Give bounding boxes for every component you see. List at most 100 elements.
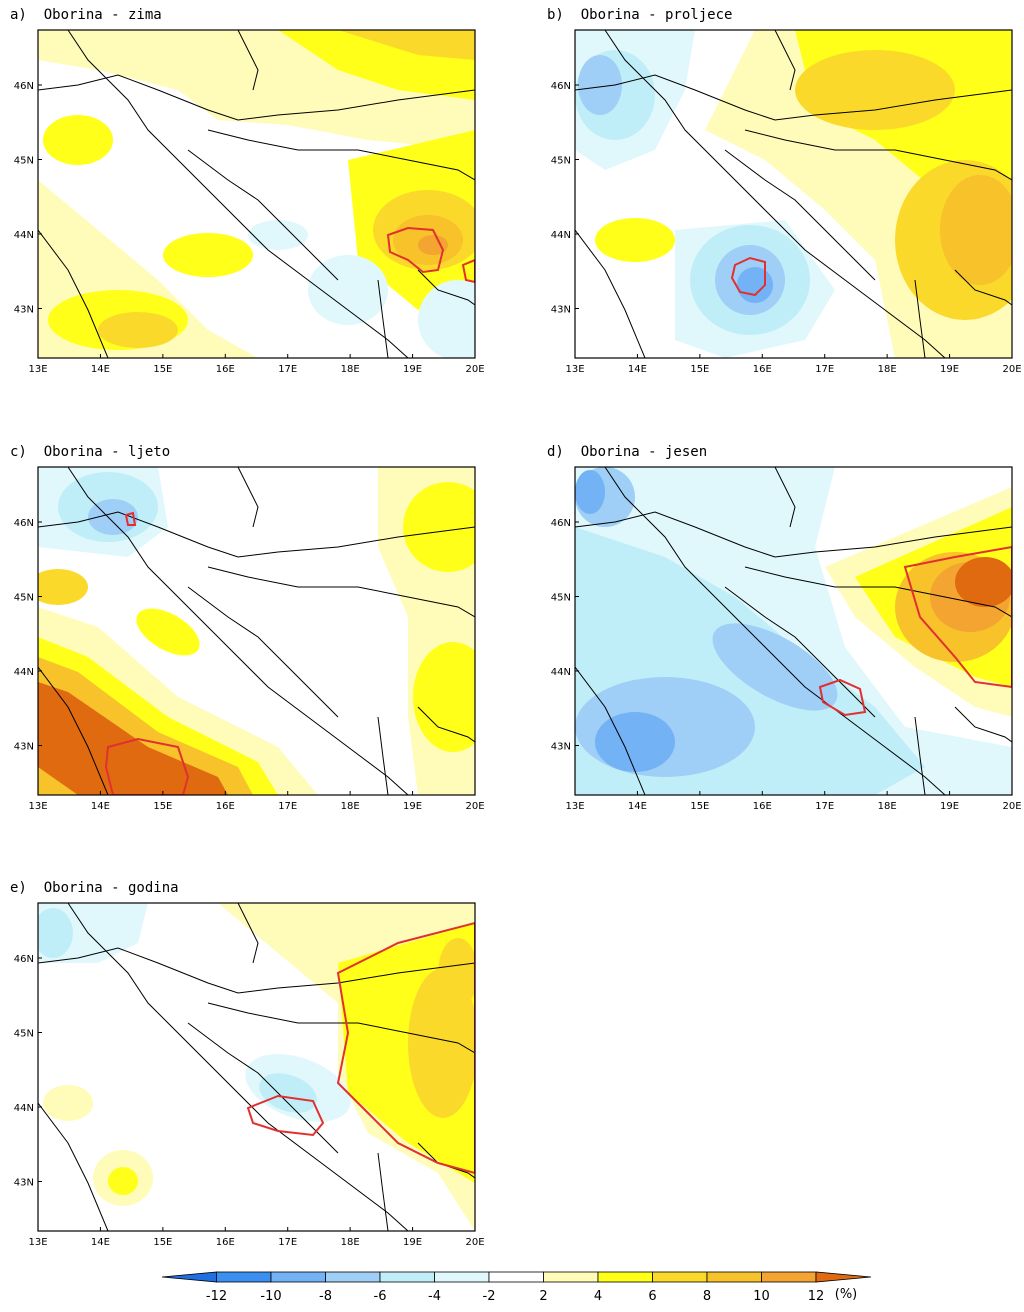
lon-tick-label: 17E xyxy=(278,364,297,375)
lon-tick-label: 14E xyxy=(628,801,647,812)
field-fill xyxy=(43,1085,93,1121)
field-fill xyxy=(259,1073,317,1113)
colorbar-label: -6 xyxy=(374,1289,387,1304)
lon-tick-label: 20E xyxy=(465,801,484,812)
map-content xyxy=(38,903,475,1231)
coastline xyxy=(38,74,475,121)
lat-tick-label: 46N xyxy=(551,81,571,92)
lon-tick-label: 13E xyxy=(28,801,47,812)
colorbar-label: 8 xyxy=(703,1289,711,1304)
lat-tick-label: 43N xyxy=(551,305,571,316)
colorbar-swatch xyxy=(434,1271,490,1283)
field-fill xyxy=(795,50,955,130)
panel-b: b) Oborina - proljece 13E 14E 15E 16E 17E 18E… xyxy=(537,0,1024,390)
map-e: 13E 14E 15E 16E 17E 18E 19E 20E 46N 45N 44N 43N xyxy=(14,902,485,1248)
significance-contour xyxy=(246,1094,325,1137)
lat-tick-label: 43N xyxy=(14,742,34,753)
panel-title-a: a) Oborina - zima xyxy=(10,7,162,23)
field-fill xyxy=(438,938,475,1008)
colorbar-swatch xyxy=(543,1271,599,1283)
field-fill xyxy=(338,30,475,60)
coastline xyxy=(38,229,109,358)
significance-contour xyxy=(124,511,137,526)
coastline xyxy=(38,511,475,558)
coastline xyxy=(914,716,926,795)
colorbar-label: 6 xyxy=(648,1289,656,1304)
field-fill xyxy=(578,55,622,115)
coastline xyxy=(417,706,475,743)
lon-tick-label: 18E xyxy=(341,364,360,375)
significance-contour xyxy=(461,258,475,284)
lat-tick-label: 44N xyxy=(14,230,34,241)
colorbar-swatch xyxy=(270,1271,326,1283)
colorbar-swatch xyxy=(488,1271,544,1283)
coastline xyxy=(207,566,475,618)
lon-tick-label: 17E xyxy=(278,1237,297,1248)
coastline xyxy=(377,716,389,795)
field-fill xyxy=(38,682,228,795)
field-fill xyxy=(98,312,178,348)
lon-tick-label: 17E xyxy=(815,364,834,375)
colorbar-label: -10 xyxy=(260,1289,281,1304)
panel-c: c) Oborina - ljeto 13E 14E 15E 16E 17E 18E 19E… xyxy=(0,437,500,827)
lon-tick-label: 13E xyxy=(565,801,584,812)
lon-tick-label: 13E xyxy=(565,364,584,375)
coastline xyxy=(67,467,409,795)
field-fill xyxy=(413,642,475,752)
field-fill xyxy=(940,175,1012,285)
lon-tick-label: 15E xyxy=(690,364,709,375)
lat-tick-label: 44N xyxy=(551,667,571,678)
lon-tick-label: 14E xyxy=(91,801,110,812)
coastline xyxy=(774,30,796,91)
lat-tick-label: 46N xyxy=(14,954,34,965)
coastline xyxy=(38,666,109,795)
significance-contour xyxy=(336,921,475,1175)
lon-tick-label: 19E xyxy=(940,801,959,812)
panel-a: a) Oborina - zima 13E 14E 15E 16E 17E 18E 19E 2… xyxy=(0,0,500,390)
lat-tick-label: 46N xyxy=(14,518,34,529)
lat-tick-label: 43N xyxy=(14,305,34,316)
map-d: 13E 14E 15E 16E 17E 18E 19E 20E 46N 45N 44N 43N xyxy=(551,466,1022,812)
coastline xyxy=(187,149,339,281)
coastline xyxy=(237,467,259,528)
lat-tick-label: 45N xyxy=(551,156,571,167)
lat-tick-label: 43N xyxy=(551,742,571,753)
lat-tick-label: 44N xyxy=(14,1103,34,1114)
panel-title-c: c) Oborina - ljeto xyxy=(10,444,171,460)
coastline xyxy=(67,30,409,358)
coastline xyxy=(604,467,946,795)
lon-tick-label: 15E xyxy=(153,1237,172,1248)
colorbar-swatch xyxy=(216,1271,272,1283)
lon-tick-label: 18E xyxy=(878,801,897,812)
map-c: 13E 14E 15E 16E 17E 18E 19E 20E 46N 45N 44N 43N xyxy=(14,466,485,812)
colorbar-swatch xyxy=(325,1271,381,1283)
coastline xyxy=(377,1152,389,1231)
colorbar-swatch xyxy=(652,1271,708,1283)
map-frame xyxy=(37,902,476,1232)
field-fill xyxy=(575,470,605,514)
field-fill xyxy=(418,280,475,358)
lat-tick-label: 45N xyxy=(14,156,34,167)
field-fill xyxy=(595,712,675,772)
field-fill xyxy=(248,220,308,250)
coastline xyxy=(744,129,1012,181)
coastline xyxy=(67,903,409,1231)
lat-tick-label: 45N xyxy=(14,1029,34,1040)
lon-tick-label: 18E xyxy=(341,801,360,812)
coastline xyxy=(237,903,259,964)
lon-tick-label: 19E xyxy=(403,801,422,812)
colorbar-label: 12 xyxy=(808,1289,825,1304)
colorbar-label: -12 xyxy=(206,1289,227,1304)
lon-tick-label: 18E xyxy=(341,1237,360,1248)
lon-tick-label: 14E xyxy=(91,364,110,375)
field-fill xyxy=(308,255,388,325)
panel-e: e) Oborina - godina 13E 14E 15E 16E 17E 18E 19… xyxy=(0,873,500,1263)
lon-tick-label: 15E xyxy=(153,364,172,375)
field-fill xyxy=(38,908,73,958)
colorbar-label: 2 xyxy=(539,1289,547,1304)
colorbar-label: -8 xyxy=(319,1289,332,1304)
panel-title-b: b) Oborina - proljece xyxy=(547,7,733,23)
lon-tick-label: 16E xyxy=(216,364,235,375)
field-fill xyxy=(418,235,448,255)
significance-contour xyxy=(104,737,190,795)
